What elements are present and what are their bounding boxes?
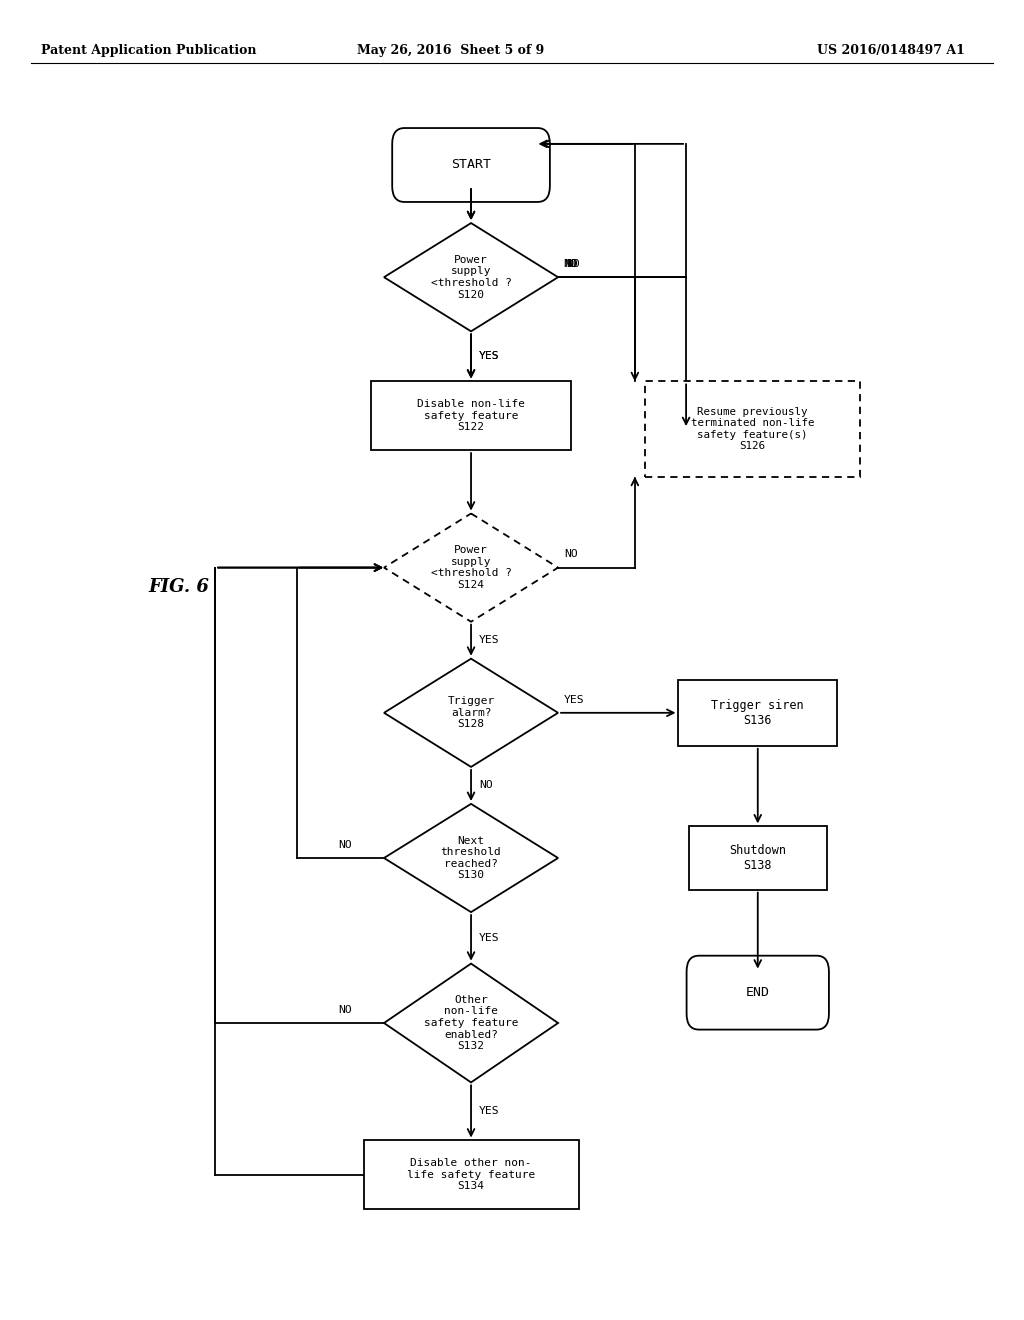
Text: YES: YES xyxy=(479,635,500,645)
Text: START: START xyxy=(451,158,492,172)
Polygon shape xyxy=(384,223,558,331)
Text: May 26, 2016  Sheet 5 of 9: May 26, 2016 Sheet 5 of 9 xyxy=(357,44,544,57)
Bar xyxy=(372,381,571,450)
Text: NO: NO xyxy=(563,259,577,269)
Text: Shutdown
S138: Shutdown S138 xyxy=(729,843,786,873)
Text: FIG. 6: FIG. 6 xyxy=(148,578,210,597)
Text: Power
supply
<threshold ?
S120: Power supply <threshold ? S120 xyxy=(430,255,512,300)
Text: YES: YES xyxy=(479,1106,500,1117)
Bar xyxy=(364,1140,579,1209)
Text: NO: NO xyxy=(338,840,351,850)
Text: YES: YES xyxy=(564,694,585,705)
Polygon shape xyxy=(384,659,558,767)
Polygon shape xyxy=(384,964,558,1082)
Text: Trigger siren
S136: Trigger siren S136 xyxy=(712,698,804,727)
Text: Patent Application Publication: Patent Application Publication xyxy=(41,44,256,57)
Bar xyxy=(678,680,838,746)
Text: YES: YES xyxy=(479,933,500,942)
Text: Disable other non-
life safety feature
S134: Disable other non- life safety feature S… xyxy=(407,1158,536,1192)
Text: NO: NO xyxy=(566,259,580,269)
Polygon shape xyxy=(384,513,558,622)
Text: YES: YES xyxy=(479,351,500,362)
FancyBboxPatch shape xyxy=(392,128,550,202)
Text: Power
supply
<threshold ?
S124: Power supply <threshold ? S124 xyxy=(430,545,512,590)
Text: YES: YES xyxy=(479,351,500,362)
Text: Other
non-life
safety feature
enabled?
S132: Other non-life safety feature enabled? S… xyxy=(424,995,518,1051)
Bar xyxy=(688,826,827,890)
Polygon shape xyxy=(384,804,558,912)
Text: Resume previously
terminated non-life
safety feature(s)
S126: Resume previously terminated non-life sa… xyxy=(691,407,814,451)
Bar xyxy=(645,381,860,477)
Text: US 2016/0148497 A1: US 2016/0148497 A1 xyxy=(817,44,965,57)
Text: NO: NO xyxy=(564,259,578,269)
Text: Disable non-life
safety feature
S122: Disable non-life safety feature S122 xyxy=(417,399,525,433)
Text: Next
threshold
reached?
S130: Next threshold reached? S130 xyxy=(440,836,502,880)
Text: NO: NO xyxy=(479,780,493,791)
Text: END: END xyxy=(745,986,770,999)
Text: Trigger
alarm?
S128: Trigger alarm? S128 xyxy=(447,696,495,730)
FancyBboxPatch shape xyxy=(686,956,829,1030)
Text: NO: NO xyxy=(338,1005,351,1015)
Text: NO: NO xyxy=(564,549,578,560)
